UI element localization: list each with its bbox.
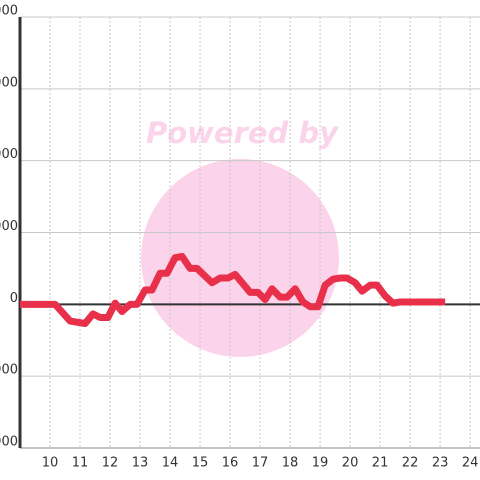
y-tick-label: 12,000 [0,4,18,19]
x-tick-label: 13 [132,456,149,471]
x-tick-label: 17 [252,456,269,471]
x-tick-label: 23 [432,456,449,471]
y-tick-label: 6,000 [0,147,18,162]
x-tick-label: 20 [342,456,359,471]
y-tick-label: 9,000 [0,75,18,90]
x-tick-label: 22 [402,456,419,471]
x-tick-label: 18 [282,456,299,471]
y-tick-label: -6,000 [0,435,18,450]
x-tick-label: 15 [192,456,209,471]
x-tick-label: 21 [372,456,389,471]
x-tick-label: 10 [42,456,59,471]
x-tick-label: 19 [312,456,329,471]
x-tick-label: 24 [462,456,479,471]
watermark-text: Powered by [146,116,339,150]
x-tick-label: 14 [162,456,179,471]
watermark-logo [141,159,339,357]
y-tick-label: -3,000 [0,363,18,378]
x-tick-label: 11 [72,456,89,471]
y-tick-label: 0 [10,291,18,306]
y-tick-label: 3,000 [0,219,18,234]
x-tick-label: 12 [102,456,119,471]
x-tick-label: 16 [222,456,239,471]
data-line [20,252,446,327]
